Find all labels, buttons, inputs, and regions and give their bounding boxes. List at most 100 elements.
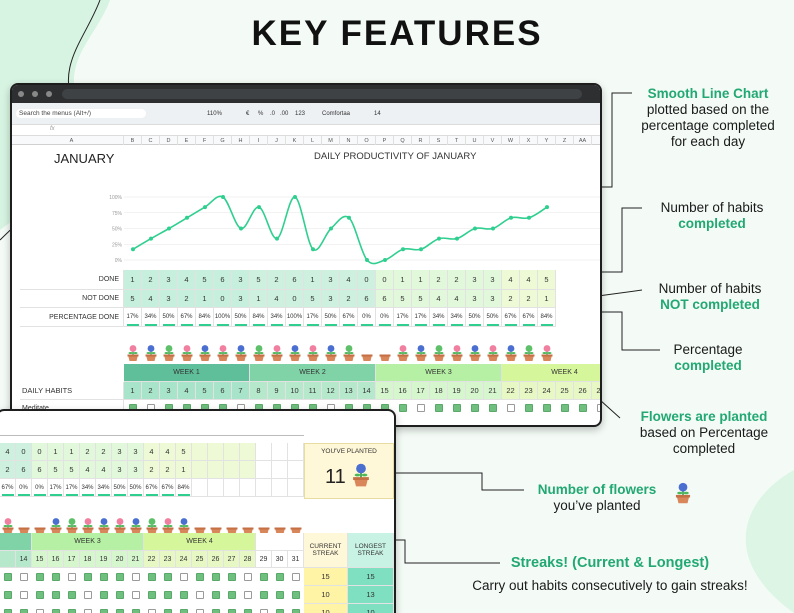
checkbox [196,609,204,613]
chart-point [473,226,477,231]
day-cell: 26 [208,551,224,568]
day-cell: 26 [574,382,592,400]
leaf [182,352,187,354]
leaf [349,352,354,354]
bloom [435,345,443,352]
leaf [344,352,349,354]
stat-cell: 1 [176,461,192,479]
pot-rim [181,354,193,357]
day-cell: 11 [304,382,322,400]
callout: Number of habits completed [512,200,794,232]
pot-rim [127,354,139,357]
week-header [256,533,304,551]
bloom [148,518,156,525]
stat-cell: 0 [376,270,394,290]
leaf [187,352,192,354]
flower-pot [145,345,157,361]
progress-bar [130,494,142,496]
stat-cell: 4 [268,290,286,308]
week-header: WEEK 4 [144,533,256,551]
checkbox [4,573,12,581]
checkbox [20,591,28,599]
progress-bar [451,324,463,326]
checkbox [84,609,92,613]
flower-pot [181,345,193,361]
stat-cell [272,443,288,461]
chart-point [185,215,189,220]
leaf [179,525,184,527]
chart-point [311,247,315,252]
stat-cell: 50% [466,308,484,327]
day-cell: 18 [80,551,96,568]
flower-pot [343,345,355,361]
stat-cell: 3 [322,290,340,308]
fx-label: fx [50,126,55,132]
checkbox [196,573,204,581]
background-blob [745,470,794,613]
progress-bar [162,494,174,496]
stat-cell: 3 [160,270,178,290]
flower-pot [353,463,369,487]
day-cell: 27 [592,382,600,400]
checkbox [212,609,220,613]
checkbox [435,404,443,412]
flower-pot [82,518,94,534]
leaf [51,525,56,527]
column-header: U [466,136,484,145]
pot-rim [379,354,391,357]
bloom [100,518,108,525]
callout-line: based on Percentage [639,425,769,440]
day-cell: 29 [256,551,272,568]
bloom [219,345,227,352]
checkbox [260,609,268,613]
pot-rim [66,527,78,530]
column-header: Z [556,136,574,145]
stat-cell: 1 [196,290,214,308]
chart-point [365,258,369,262]
stat-cell: 67% [502,308,520,327]
day-cell [0,551,16,568]
leaf [259,352,264,354]
stat-cell: 3 [112,443,128,461]
leaf [493,352,498,354]
checkbox [276,591,284,599]
checkbox [20,573,28,581]
pot-rim [217,354,229,357]
stat-cell: 4 [430,290,448,308]
leaf [524,352,529,354]
pot-rim [235,354,247,357]
stat-cell [256,443,272,461]
callout-line: completed [674,358,742,373]
leaf [434,352,439,354]
stat-cell: 1 [412,270,430,290]
stat-cell: 0 [32,443,48,461]
pot [676,495,690,504]
stat-cell: 84% [176,479,192,497]
callout-line: Flowers are planted [640,409,768,424]
stat-cell: 67% [0,479,16,497]
progress-bar [253,324,265,326]
spreadsheet-window: Search the menus (Alt+/) 110% €% .0.00 123 Co… [10,83,602,427]
stat-cell: 5 [48,461,64,479]
toolbar [12,103,600,125]
stat-cell: 3 [466,270,484,290]
bloom [129,345,137,352]
bloom [291,345,299,352]
day-cell: 9 [268,382,286,400]
leaf [308,352,313,354]
flower-pot [675,482,691,504]
stat-cell: 0% [358,308,376,327]
day-cell: 20 [112,551,128,568]
column-header: C [142,136,160,145]
bloom [183,345,191,352]
stat-cell: 2 [144,461,160,479]
day-cell: 31 [288,551,304,568]
leaf [241,352,246,354]
stat-cell [272,479,288,497]
flower-pot [34,527,46,534]
flower-pot [50,518,62,534]
pot-rim [274,527,286,530]
leaf [529,352,534,354]
stat-cell: 50% [232,308,250,327]
stat-cell: 6 [358,290,376,308]
